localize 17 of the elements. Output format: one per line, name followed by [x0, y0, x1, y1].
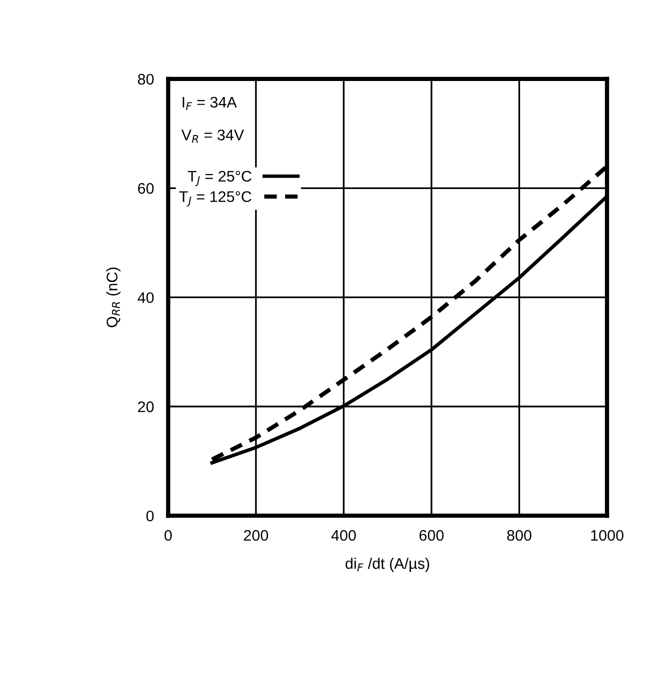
- y-tick-label: 20: [138, 401, 154, 412]
- x-tick-label: 200: [244, 530, 268, 541]
- x-tick-label: 600: [420, 530, 444, 541]
- y-tick-label: 40: [138, 292, 154, 304]
- annotation: V$_{R}$ = 34V: [181, 130, 244, 143]
- y-tick-label: 80: [138, 74, 154, 85]
- x-tick-label: 800: [507, 530, 532, 541]
- x-tick-label: 400: [331, 530, 356, 541]
- legend-label: T$_{J}$ = 25°C: [188, 170, 252, 186]
- x-axis-title: di$_{F}$ /dt (A/µs): [346, 558, 430, 572]
- annotation: I$_{F}$ = 34A: [182, 96, 237, 110]
- y-axis-title: Q$_{RR}$ (nC): [106, 268, 120, 328]
- y-tick-label: 0: [146, 510, 154, 522]
- x-tick-label: 1000: [591, 530, 624, 541]
- x-tick-label: 0: [164, 530, 172, 541]
- y-tick-label: 60: [138, 183, 154, 194]
- legend-label: T$_{J}$ = 125°C: [179, 191, 252, 207]
